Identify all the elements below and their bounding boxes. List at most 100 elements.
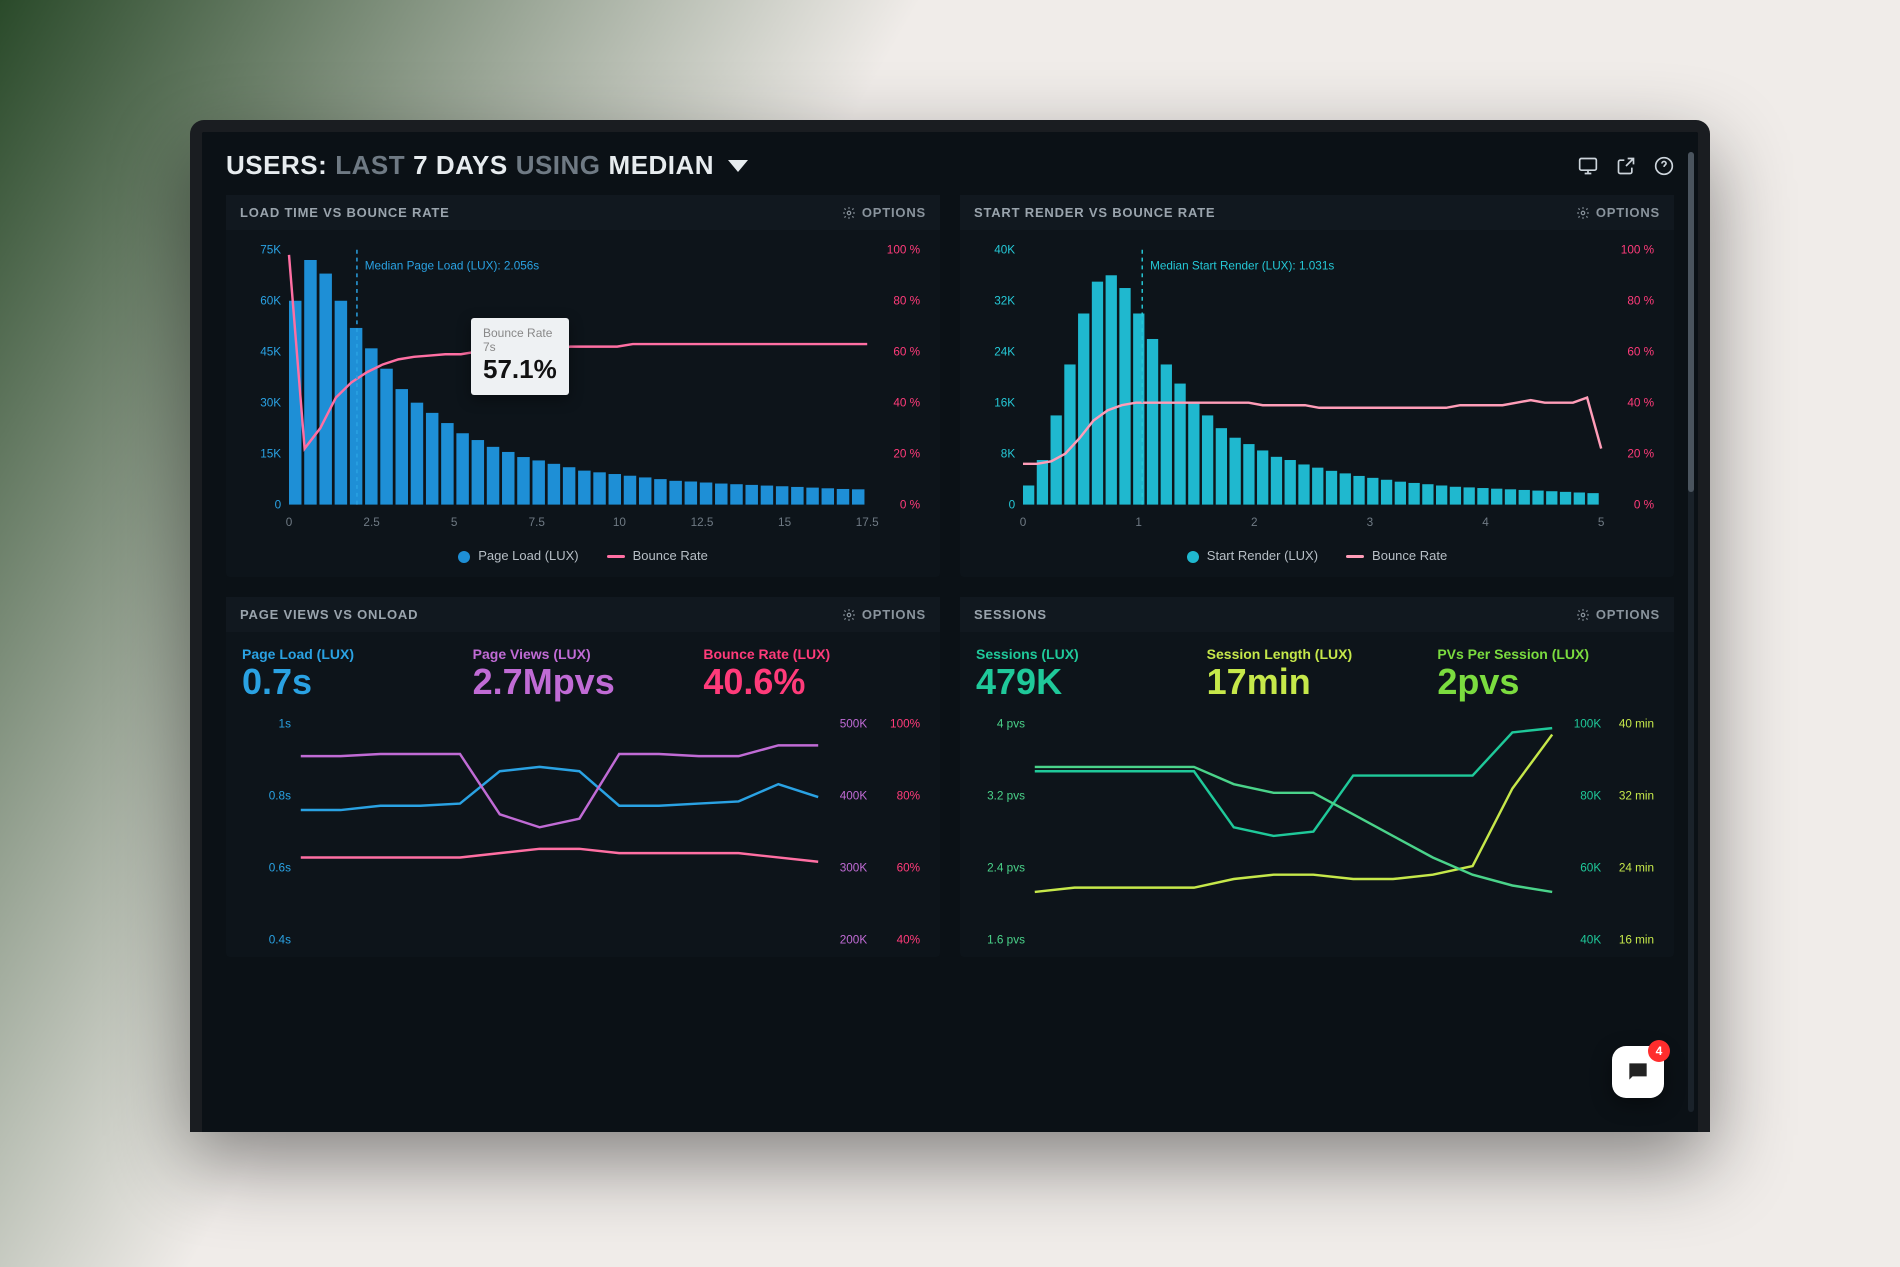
svg-text:40 %: 40 %	[1627, 397, 1654, 410]
help-icon[interactable]	[1654, 156, 1674, 176]
svg-text:0: 0	[1020, 516, 1027, 529]
options-button[interactable]: OPTIONS	[842, 205, 926, 220]
svg-text:80K: 80K	[1580, 789, 1601, 802]
page-title-dropdown[interactable]: USERS: LAST 7 DAYS USING MEDIAN	[226, 150, 748, 181]
svg-text:100 %: 100 %	[1621, 244, 1655, 257]
kpi: Page Views (LUX)2.7Mpvs	[473, 646, 694, 702]
kpi-value: 0.7s	[242, 662, 463, 702]
svg-text:0: 0	[275, 499, 282, 512]
svg-text:32K: 32K	[994, 295, 1015, 308]
options-label: OPTIONS	[862, 607, 926, 622]
kpi: Bounce Rate (LUX)40.6%	[703, 646, 924, 702]
svg-text:5: 5	[1598, 516, 1605, 529]
svg-text:4 pvs: 4 pvs	[997, 717, 1025, 730]
kpi-label: Session Length (LUX)	[1207, 646, 1428, 662]
svg-text:20 %: 20 %	[893, 448, 920, 461]
tooltip-sub: 7s	[483, 340, 557, 354]
svg-text:Median Page Load (LUX): 2.056s: Median Page Load (LUX): 2.056s	[365, 259, 540, 272]
svg-text:17.5: 17.5	[856, 516, 879, 529]
options-label: OPTIONS	[862, 205, 926, 220]
svg-text:32 min: 32 min	[1619, 789, 1654, 802]
kpi-label: Sessions (LUX)	[976, 646, 1197, 662]
top-bar: USERS: LAST 7 DAYS USING MEDIAN	[226, 150, 1674, 181]
tooltip-header: Bounce Rate	[483, 326, 557, 340]
row-2: PAGE VIEWS VS ONLOAD OPTIONS Page Load (…	[226, 597, 1674, 957]
svg-text:24K: 24K	[994, 346, 1015, 359]
svg-text:10: 10	[613, 516, 627, 529]
kpi-row: Sessions (LUX)479KSession Length (LUX)17…	[960, 632, 1674, 704]
svg-text:24 min: 24 min	[1619, 861, 1654, 874]
chart-start-render[interactable]: 08K16K24K32K40K0 %20 %40 %60 %80 %100 %0…	[974, 240, 1660, 534]
tooltip-bounce-rate: Bounce Rate 7s 57.1%	[471, 318, 569, 395]
chart-pageviews[interactable]: 1s0.8s0.6s0.4s500K100%400K80%300K60%200K…	[240, 714, 926, 949]
chart-load-time[interactable]: 015K30K45K60K75K0 %20 %40 %60 %80 %100 %…	[240, 240, 926, 534]
options-button[interactable]: OPTIONS	[842, 607, 926, 622]
svg-text:40%: 40%	[897, 933, 921, 946]
kpi-value: 40.6%	[703, 662, 924, 702]
options-button[interactable]: OPTIONS	[1576, 205, 1660, 220]
title-bold1: 7 DAYS	[413, 150, 508, 181]
tooltip-value: 57.1%	[483, 354, 557, 385]
chart-sessions[interactable]: 4 pvs3.2 pvs2.4 pvs1.6 pvs100K40 min80K3…	[974, 714, 1660, 949]
svg-text:100%: 100%	[890, 717, 921, 730]
svg-text:8K: 8K	[1001, 448, 1016, 461]
svg-text:45K: 45K	[260, 346, 281, 359]
kpi: Sessions (LUX)479K	[976, 646, 1197, 702]
svg-text:80 %: 80 %	[893, 295, 920, 308]
kpi-value: 2.7Mpvs	[473, 662, 694, 702]
kpi-row: Page Load (LUX)0.7sPage Views (LUX)2.7Mp…	[226, 632, 940, 704]
svg-text:16K: 16K	[994, 397, 1015, 410]
svg-text:80 %: 80 %	[1627, 295, 1654, 308]
svg-text:40K: 40K	[1580, 933, 1601, 946]
kpi-value: 2pvs	[1437, 662, 1658, 702]
options-label: OPTIONS	[1596, 205, 1660, 220]
options-button[interactable]: OPTIONS	[1576, 607, 1660, 622]
svg-text:3: 3	[1367, 516, 1374, 529]
svg-text:12.5: 12.5	[691, 516, 714, 529]
legend-line: Bounce Rate	[607, 548, 708, 563]
svg-text:100K: 100K	[1574, 717, 1602, 730]
panel-sessions: SESSIONS OPTIONS Sessions (LUX)479KSessi…	[960, 597, 1674, 957]
kpi-label: PVs Per Session (LUX)	[1437, 646, 1658, 662]
kpi: PVs Per Session (LUX)2pvs	[1437, 646, 1658, 702]
svg-text:0 %: 0 %	[1634, 499, 1655, 512]
svg-text:5: 5	[451, 516, 458, 529]
svg-text:400K: 400K	[840, 789, 868, 802]
svg-text:2: 2	[1251, 516, 1258, 529]
scroll-thumb[interactable]	[1688, 152, 1694, 492]
svg-text:60 %: 60 %	[1627, 346, 1654, 359]
svg-text:2.5: 2.5	[363, 516, 380, 529]
svg-text:0: 0	[1009, 499, 1016, 512]
svg-text:0.8s: 0.8s	[269, 789, 291, 802]
panel-start-render: START RENDER VS BOUNCE RATE OPTIONS 08K1…	[960, 195, 1674, 577]
svg-text:1.6 pvs: 1.6 pvs	[987, 933, 1025, 946]
svg-text:7.5: 7.5	[529, 516, 546, 529]
chat-button[interactable]: 4	[1612, 1046, 1664, 1098]
svg-text:30K: 30K	[260, 397, 281, 410]
svg-text:80%: 80%	[897, 789, 921, 802]
svg-text:60K: 60K	[260, 295, 281, 308]
monitor-icon[interactable]	[1578, 156, 1598, 176]
panel-pageviews-onload: PAGE VIEWS VS ONLOAD OPTIONS Page Load (…	[226, 597, 940, 957]
laptop-frame: USERS: LAST 7 DAYS USING MEDIAN LOAD TIM…	[190, 120, 1710, 1132]
svg-text:15: 15	[778, 516, 792, 529]
svg-text:1s: 1s	[279, 717, 292, 730]
svg-text:200K: 200K	[840, 933, 868, 946]
legend-line: Bounce Rate	[1346, 548, 1447, 563]
svg-text:60%: 60%	[897, 861, 921, 874]
legend-a: Page Load (LUX) Bounce Rate	[226, 542, 940, 577]
options-label: OPTIONS	[1596, 607, 1660, 622]
panel-title: PAGE VIEWS VS ONLOAD	[240, 607, 418, 622]
kpi: Session Length (LUX)17min	[1207, 646, 1428, 702]
svg-text:2.4 pvs: 2.4 pvs	[987, 861, 1025, 874]
svg-text:500K: 500K	[840, 717, 868, 730]
svg-text:75K: 75K	[260, 244, 281, 257]
svg-text:15K: 15K	[260, 448, 281, 461]
title-mid1: LAST	[335, 150, 405, 181]
gear-icon	[1576, 608, 1590, 622]
share-icon[interactable]	[1616, 156, 1636, 176]
scrollbar[interactable]	[1688, 152, 1694, 1112]
svg-text:300K: 300K	[840, 861, 868, 874]
title-prefix: USERS:	[226, 150, 327, 181]
legend-b: Start Render (LUX) Bounce Rate	[960, 542, 1674, 577]
